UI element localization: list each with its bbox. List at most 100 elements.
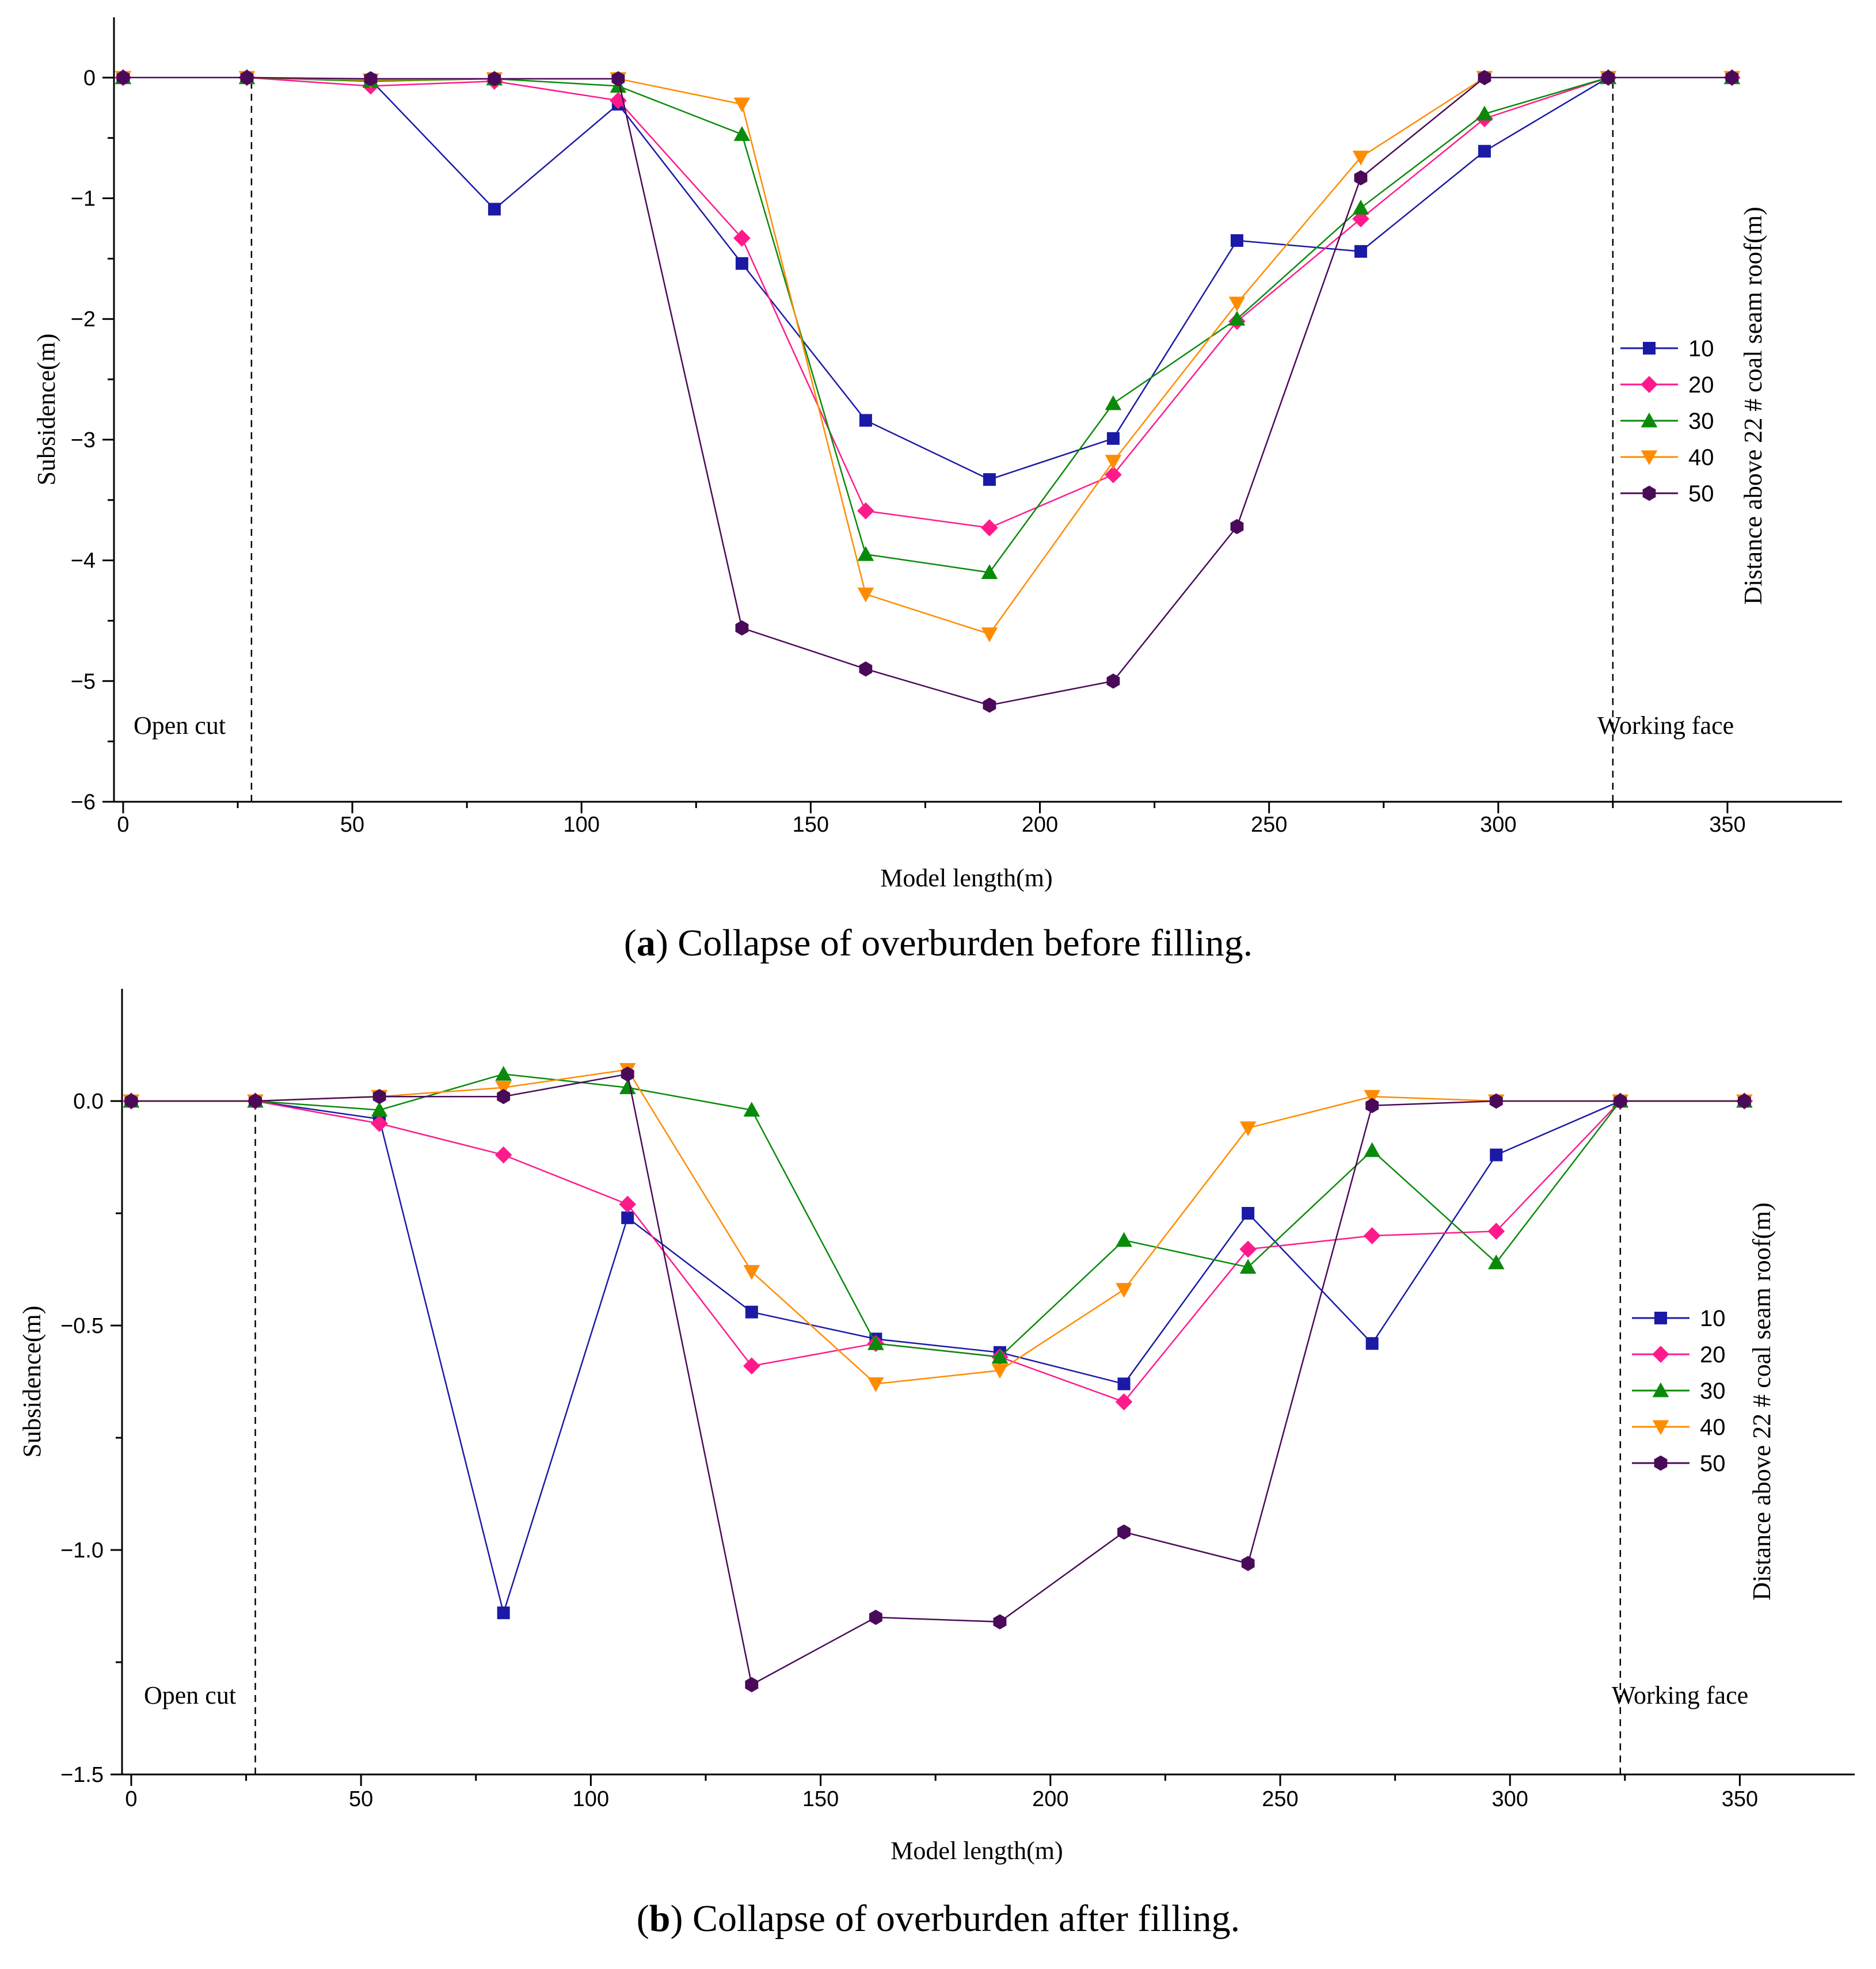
legend-marker <box>1654 1455 1668 1471</box>
data-point <box>993 1614 1007 1629</box>
series-line-10 <box>131 1100 1745 1616</box>
data-point <box>1487 1254 1505 1270</box>
legend: 10 20 30 40 50 <box>1632 1306 1726 1476</box>
legend-marker <box>1641 450 1658 466</box>
data-point <box>859 414 872 427</box>
data-point <box>619 1079 636 1095</box>
data-point <box>1725 70 1739 85</box>
data-point <box>991 1349 1009 1364</box>
caption: (a) Collapse of overburden before fillin… <box>624 922 1253 964</box>
legend-label: 20 <box>1688 372 1714 398</box>
data-point <box>1105 466 1122 483</box>
legend-title: Distance above 22 # coal seam roof(m) <box>1739 207 1767 605</box>
x-tick-label: 0 <box>117 813 129 837</box>
caption-text: ) Collapse of overburden before filling. <box>656 922 1253 964</box>
data-point <box>1354 245 1367 258</box>
data-point <box>497 1089 511 1105</box>
data-point <box>1352 200 1369 215</box>
data-point <box>857 546 874 561</box>
y-tick-label: −2 <box>71 307 96 332</box>
legend-label: 40 <box>1688 445 1714 470</box>
data-point <box>1614 1093 1627 1109</box>
series-20 <box>115 68 1741 536</box>
data-point <box>1490 1148 1503 1161</box>
caption-letter: a <box>637 922 656 964</box>
x-tick-label: 200 <box>1032 1787 1068 1811</box>
data-point <box>488 71 501 87</box>
working-face-label: Working face <box>1597 711 1734 740</box>
data-point <box>983 698 996 713</box>
data-point <box>869 1609 882 1625</box>
data-point <box>1105 395 1122 410</box>
series-50 <box>116 70 1739 713</box>
data-point <box>495 1081 512 1096</box>
data-point <box>1230 519 1244 535</box>
data-point <box>497 1606 510 1620</box>
y-tick-label: −1.5 <box>60 1763 104 1787</box>
data-point <box>1116 1283 1132 1298</box>
data-point <box>1115 1393 1133 1411</box>
legend-label: 50 <box>1700 1451 1726 1476</box>
legend-marker <box>1654 1312 1667 1324</box>
series-30 <box>115 69 1741 580</box>
data-point <box>372 1089 386 1105</box>
series-line-50 <box>131 1073 1745 1686</box>
caption-letter: b <box>649 1898 671 1940</box>
y-tick-label: −4 <box>71 549 96 573</box>
data-point <box>745 1305 758 1319</box>
data-point <box>1239 1259 1257 1274</box>
series-40 <box>115 71 1741 642</box>
x-tick-label: 150 <box>802 1787 839 1811</box>
caption-text: ) Collapse of overburden after filling. <box>671 1898 1240 1940</box>
data-point <box>743 1102 760 1117</box>
open-cut-label: Open cut <box>144 1681 236 1709</box>
x-tick-label: 200 <box>1022 813 1058 837</box>
y-tick-label: 0 <box>83 66 96 90</box>
data-point <box>1228 310 1246 326</box>
data-point <box>1364 1090 1380 1105</box>
x-tick-label: 50 <box>349 1787 373 1811</box>
series-40 <box>123 1062 1753 1392</box>
x-tick-label: 100 <box>564 813 600 837</box>
data-point <box>1478 70 1491 85</box>
data-point <box>859 661 873 677</box>
data-point <box>1105 455 1122 470</box>
series-line-10 <box>123 77 1732 481</box>
data-point <box>371 1115 388 1132</box>
y-tick-label: −3 <box>71 428 96 452</box>
data-point <box>1241 1556 1255 1571</box>
x-tick-label: 300 <box>1491 1787 1528 1811</box>
legend-marker <box>1652 1346 1669 1363</box>
data-point <box>991 1364 1009 1379</box>
data-point <box>981 627 998 642</box>
y-tick-label: 0.0 <box>73 1090 104 1114</box>
data-point <box>488 203 501 216</box>
data-point <box>981 519 998 536</box>
data-point <box>1363 1227 1381 1244</box>
data-point <box>867 1335 884 1350</box>
y-tick-label: −5 <box>71 669 96 694</box>
legend-marker <box>1643 342 1656 355</box>
data-point <box>621 1211 634 1224</box>
legend-marker <box>1641 376 1658 393</box>
data-point <box>735 620 749 636</box>
data-point <box>1228 296 1246 312</box>
series-line-30 <box>131 1073 1745 1358</box>
caption-open-paren: ( <box>637 1898 649 1940</box>
working-face-label: Working face <box>1612 1681 1748 1709</box>
data-point <box>611 71 625 87</box>
data-point <box>1487 1222 1505 1240</box>
legend-label: 30 <box>1700 1378 1726 1404</box>
x-tick-label: 50 <box>340 813 364 837</box>
legend: 10 20 30 40 50 <box>1620 336 1714 506</box>
data-point <box>1365 1337 1379 1350</box>
legend-label: 40 <box>1700 1415 1726 1440</box>
data-point <box>733 97 751 113</box>
data-point <box>1116 1232 1132 1247</box>
series-50 <box>124 1067 1751 1693</box>
data-point <box>1489 1093 1503 1109</box>
data-point <box>745 1677 759 1693</box>
series-line-30 <box>123 77 1732 573</box>
data-point <box>124 1093 138 1109</box>
